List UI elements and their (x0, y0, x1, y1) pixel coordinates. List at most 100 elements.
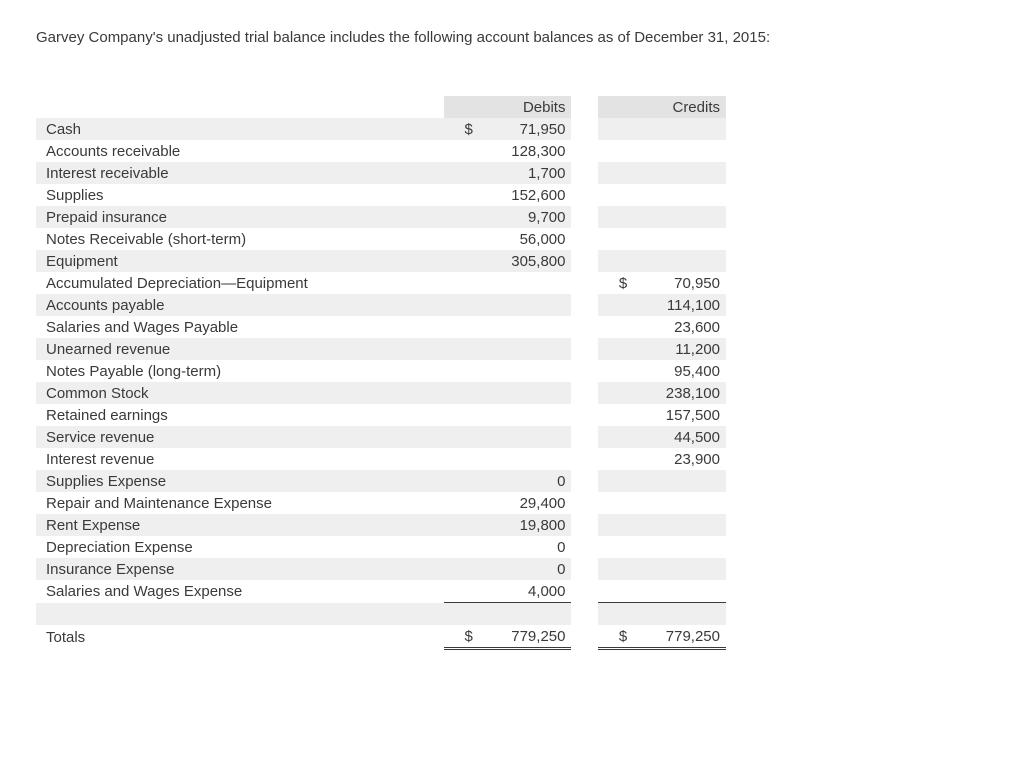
spacer-row (36, 603, 726, 626)
header-credits: Credits (598, 96, 726, 118)
debit-value: 71,950 (479, 118, 572, 140)
credit-symbol (598, 426, 633, 448)
credit-symbol (598, 514, 633, 536)
debit-value: 152,600 (479, 184, 572, 206)
credit-symbol (598, 184, 633, 206)
credit-symbol (598, 250, 633, 272)
table-row: Repair and Maintenance Expense29,400 (36, 492, 726, 514)
debit-symbol (444, 382, 479, 404)
totals-label: Totals (36, 625, 444, 649)
debit-value (479, 426, 572, 448)
debit-symbol (444, 514, 479, 536)
credit-symbol (598, 580, 633, 603)
account-name: Insurance Expense (36, 558, 444, 580)
table-row: Prepaid insurance 9,700 (36, 206, 726, 228)
debit-symbol (444, 206, 479, 228)
debit-value (479, 382, 572, 404)
table-row: Interest receivable1,700 (36, 162, 726, 184)
account-name: Rent Expense (36, 514, 444, 536)
table-row: Accumulated Depreciation—Equipment $70,95… (36, 272, 726, 294)
debit-value: 9,700 (479, 206, 572, 228)
debit-symbol (444, 184, 479, 206)
credit-value: 44,500 (633, 426, 726, 448)
totals-credit-value: 779,250 (633, 625, 726, 649)
credit-value: 70,950 (633, 272, 726, 294)
header-debits: Debits (444, 96, 572, 118)
debit-symbol (444, 404, 479, 426)
credit-symbol (598, 492, 633, 514)
account-name: Depreciation Expense (36, 536, 444, 558)
credit-value (633, 140, 726, 162)
table-row: Supplies152,600 (36, 184, 726, 206)
credit-symbol (598, 206, 633, 228)
credit-symbol: $ (598, 272, 633, 294)
table-row: Service revenue 44,500 (36, 426, 726, 448)
table-row: Salaries and Wages Payable23,600 (36, 316, 726, 338)
debit-value: 0 (479, 558, 572, 580)
table-row: Retained earnings 157,500 (36, 404, 726, 426)
credit-symbol (598, 118, 633, 140)
credit-value (633, 184, 726, 206)
account-name: Retained earnings (36, 404, 444, 426)
account-name: Unearned revenue (36, 338, 444, 360)
credit-value: 157,500 (633, 404, 726, 426)
credit-value: 95,400 (633, 360, 726, 382)
totals-debit-value: 779,250 (479, 625, 572, 649)
table-row: Notes Payable (long-term)95,400 (36, 360, 726, 382)
table-row: Notes Receivable (short-term)56,000 (36, 228, 726, 250)
totals-credit-symbol: $ (598, 625, 633, 649)
credit-symbol (598, 228, 633, 250)
table-row: Insurance Expense 0 (36, 558, 726, 580)
debit-value: 29,400 (479, 492, 572, 514)
debit-value (479, 448, 572, 470)
trial-balance-table: Debits Credits Cash$71,950Accounts recei… (36, 96, 726, 650)
totals-debit-symbol: $ (444, 625, 479, 649)
credit-value: 11,200 (633, 338, 726, 360)
credit-value: 238,100 (633, 382, 726, 404)
account-name: Accounts receivable (36, 140, 444, 162)
intro-text: Garvey Company's unadjusted trial balanc… (36, 28, 988, 48)
table-row: Unearned revenue 11,200 (36, 338, 726, 360)
account-name: Supplies Expense (36, 470, 444, 492)
credit-symbol (598, 360, 633, 382)
debit-symbol (444, 558, 479, 580)
debit-value (479, 272, 572, 294)
debit-value (479, 338, 572, 360)
credit-value (633, 206, 726, 228)
credit-value (633, 250, 726, 272)
table-row: Cash$71,950 (36, 118, 726, 140)
debit-symbol (444, 360, 479, 382)
debit-symbol (444, 580, 479, 603)
account-name: Prepaid insurance (36, 206, 444, 228)
credit-value (633, 514, 726, 536)
account-name: Interest revenue (36, 448, 444, 470)
credit-symbol (598, 404, 633, 426)
credit-value (633, 118, 726, 140)
credit-symbol (598, 338, 633, 360)
debit-value (479, 316, 572, 338)
account-name: Service revenue (36, 426, 444, 448)
account-name: Common Stock (36, 382, 444, 404)
debit-symbol (444, 162, 479, 184)
header-blank (36, 96, 444, 118)
debit-value: 0 (479, 470, 572, 492)
debit-symbol (444, 228, 479, 250)
debit-symbol: $ (444, 118, 479, 140)
debit-value (479, 404, 572, 426)
credit-value (633, 470, 726, 492)
account-name: Salaries and Wages Payable (36, 316, 444, 338)
header-gap (571, 96, 598, 118)
account-name: Accumulated Depreciation—Equipment (36, 272, 444, 294)
debit-symbol (444, 250, 479, 272)
debit-value: 19,800 (479, 514, 572, 536)
credit-symbol (598, 162, 633, 184)
credit-value (633, 492, 726, 514)
debit-symbol (444, 140, 479, 162)
debit-symbol (444, 294, 479, 316)
table-row: Supplies Expense 0 (36, 470, 726, 492)
debit-value: 305,800 (479, 250, 572, 272)
debit-symbol (444, 338, 479, 360)
credit-symbol (598, 382, 633, 404)
table-row: Rent Expense 19,800 (36, 514, 726, 536)
debit-value (479, 360, 572, 382)
